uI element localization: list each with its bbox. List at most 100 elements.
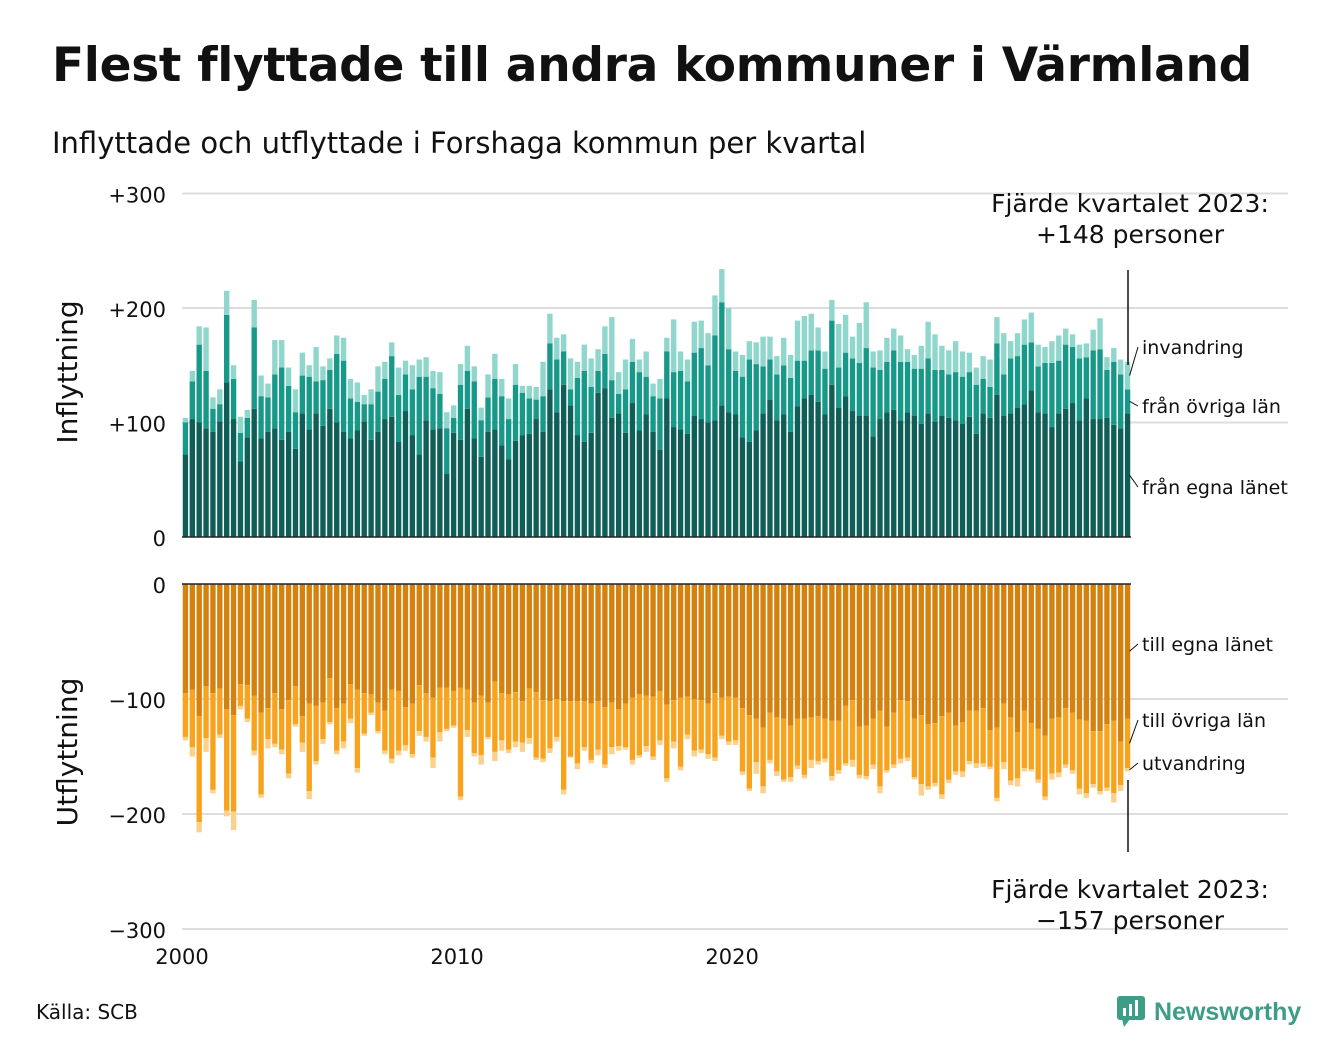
bar-inflow [313, 346, 319, 382]
bar-inflow [361, 404, 367, 422]
bar-inflow [471, 438, 477, 537]
bar-outflow [946, 712, 952, 780]
bar-inflow [629, 338, 636, 362]
bar-inflow [918, 368, 924, 424]
bar-inflow [746, 341, 753, 360]
bar-inflow [650, 396, 656, 432]
bar-outflow [884, 584, 890, 727]
bar-outflow [1028, 723, 1034, 770]
bar-outflow [1042, 735, 1048, 797]
bar-inflow [760, 336, 766, 367]
bar-inflow [395, 441, 402, 537]
bar-inflow [526, 433, 532, 537]
bar-outflow [588, 703, 594, 760]
bar-outflow [918, 584, 924, 716]
bar-inflow [622, 389, 629, 433]
bar-inflow [299, 375, 306, 414]
bar-outflow [272, 584, 278, 694]
bar-inflow [416, 359, 422, 377]
bar-outflow [643, 746, 649, 752]
bar-inflow [354, 382, 361, 402]
bar-outflow [1062, 584, 1069, 709]
bar-inflow [237, 416, 244, 433]
bar-outflow [395, 584, 402, 691]
bar-inflow [265, 397, 271, 432]
bar-inflow [416, 376, 422, 455]
bar-outflow [595, 749, 601, 756]
bar-outflow [1042, 796, 1048, 801]
bar-inflow [643, 376, 649, 415]
bar-inflow [512, 364, 519, 385]
bar-outflow [705, 754, 711, 759]
bar-outflow [952, 584, 959, 726]
bar-inflow [347, 378, 354, 399]
bar-outflow [815, 584, 821, 717]
bar-outflow [1035, 779, 1041, 783]
bar-outflow [512, 692, 519, 742]
bar-inflow [712, 420, 718, 537]
bar-inflow [347, 438, 354, 537]
bar-outflow [719, 735, 725, 740]
bar-inflow [1035, 366, 1041, 413]
bar-inflow [265, 431, 271, 537]
bar-inflow [313, 381, 319, 414]
bar-outflow [657, 740, 663, 745]
bar-outflow [1014, 584, 1021, 733]
bar-inflow [891, 409, 897, 537]
bar-outflow [457, 796, 464, 801]
bar-outflow [671, 700, 677, 742]
bar-outflow [746, 715, 753, 789]
bar-inflow [657, 398, 663, 450]
bar-inflow [457, 364, 464, 385]
bar-inflow [1001, 333, 1007, 375]
bar-outflow [726, 696, 732, 742]
bar-inflow [815, 401, 821, 537]
bar-outflow [196, 716, 202, 823]
bar-inflow [1097, 318, 1103, 350]
bar-inflow [464, 370, 471, 409]
bar-outflow [629, 759, 636, 765]
bar-inflow [884, 361, 890, 413]
bar-inflow [1028, 342, 1034, 391]
bar-inflow [237, 432, 244, 462]
bar-outflow [505, 749, 512, 754]
bar-outflow [354, 768, 361, 773]
bar-inflow [726, 349, 732, 413]
bar-outflow [574, 763, 581, 770]
x-tick-label: 2010 [430, 945, 483, 969]
bar-outflow [409, 703, 416, 755]
bar-inflow [1007, 413, 1014, 537]
bar-inflow [272, 374, 278, 429]
bar-outflow [265, 584, 271, 709]
bar-inflow [327, 358, 333, 370]
bar-inflow [705, 365, 711, 423]
bar-inflow [1049, 362, 1055, 428]
bar-inflow [361, 395, 367, 405]
bar-outflow [519, 701, 526, 743]
bar-inflow [340, 337, 347, 361]
bar-outflow [774, 584, 780, 718]
bar-outflow [299, 584, 306, 717]
bar-outflow [347, 684, 354, 719]
bar-inflow [581, 441, 587, 537]
series-label-outflow: till övriga län [1142, 710, 1266, 732]
bar-inflow [987, 417, 993, 537]
bar-inflow [622, 432, 629, 538]
bar-outflow [519, 584, 526, 702]
bar-outflow [512, 741, 519, 748]
bar-outflow [842, 705, 849, 764]
bar-outflow [354, 689, 361, 768]
y-tick-label: 0 [153, 527, 166, 551]
bar-outflow [327, 678, 333, 722]
bar-inflow [1076, 358, 1083, 421]
bar-inflow [588, 387, 594, 433]
bar-inflow [849, 336, 856, 359]
bar-outflow [684, 734, 691, 740]
bar-inflow [1056, 413, 1062, 537]
bar-inflow [1028, 390, 1034, 537]
bar-outflow [588, 584, 594, 704]
bar-outflow [1104, 787, 1110, 791]
bar-inflow [719, 302, 725, 406]
bar-outflow [217, 688, 223, 735]
bar-inflow [994, 317, 1000, 344]
